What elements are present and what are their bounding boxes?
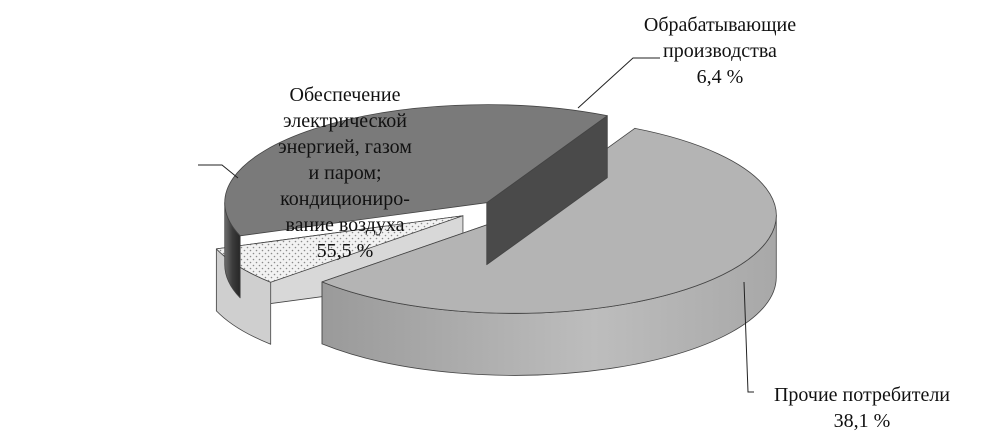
slice-label-line: производства: [663, 40, 777, 62]
slice-label-line: и паром;: [308, 162, 382, 184]
slice-other-consumers: [224, 104, 608, 299]
slice-label-other-consumers: Прочие потребители 38,1 %: [732, 382, 992, 434]
slice-top: [321, 127, 777, 314]
slice-label-line: Обеспечение: [289, 84, 401, 106]
slice-label-line: Прочие потребители: [773, 384, 951, 406]
slice-label-electricity: Обеспечение электрической энергией, газом и…: [180, 82, 510, 264]
slice-label-line: электрической: [283, 110, 407, 132]
slice-label-line: вание воздуха: [285, 214, 405, 236]
slice-label-line: энергией, газом: [278, 136, 412, 158]
slice-value-label: 55,5 %: [316, 240, 374, 262]
slice-label-line: кондициониро-: [280, 188, 410, 210]
slice-label-line: Обрабатывающие: [643, 14, 797, 36]
slice-electricity: [321, 127, 777, 376]
leader-lines: [198, 57, 754, 393]
slice-value-label: 6,4 %: [696, 66, 744, 88]
slice-value-label: 38,1 %: [833, 410, 891, 432]
leader-line-manufacturing: [577, 57, 660, 109]
slice-top: [224, 104, 608, 237]
leader-line-other-consumers: [743, 281, 754, 393]
leader-line-electricity: [198, 164, 239, 179]
slice-label-manufacturing: Обрабатывающие производства 6,4 %: [600, 12, 840, 90]
